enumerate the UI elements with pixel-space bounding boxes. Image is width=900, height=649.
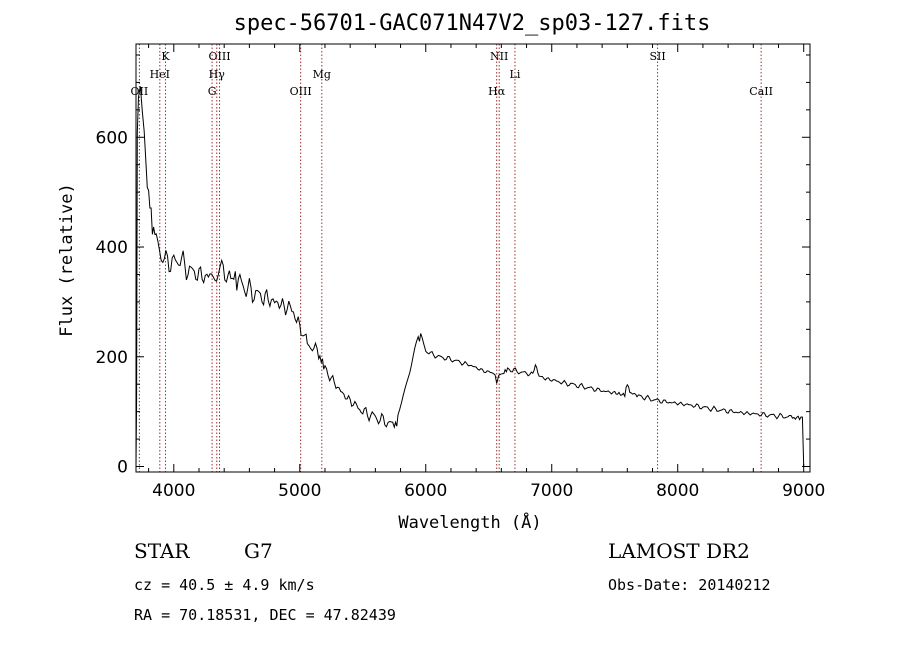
line-label-9: Hα	[488, 85, 506, 98]
y-tick-label-2: 400	[96, 238, 128, 258]
redshift-info: cz = 40.5 ± 4.9 km/s	[134, 576, 315, 594]
line-label-3: OIII	[208, 50, 230, 63]
y-axis-label: Flux (relative)	[57, 183, 77, 337]
observation-date: Obs-Date: 20140212	[608, 576, 771, 594]
y-axis: 0 200 400 600	[96, 54, 810, 478]
coordinates: RA = 70.18531, DEC = 47.82439	[134, 606, 396, 624]
y-tick-label-0: 0	[117, 458, 128, 478]
line-label-5: G	[208, 85, 217, 98]
x-tick-label-0: 4000	[152, 481, 195, 501]
y-tick-label-1: 200	[96, 348, 128, 368]
x-tick-label-3: 7000	[530, 481, 573, 501]
axes-frame	[135, 43, 811, 473]
line-label-11: SII	[649, 50, 665, 63]
object-class: STAR	[134, 539, 190, 563]
chart-title: spec-56701-GAC071N47V2_sp03-127.fits	[234, 11, 711, 36]
y-tick-label-3: 600	[96, 128, 128, 148]
x-tick-label-1: 5000	[278, 481, 321, 501]
x-tick-label-5: 9000	[782, 481, 825, 501]
object-subclass: G7	[244, 539, 273, 563]
line-label-1: K	[161, 50, 170, 63]
survey-name: LAMOST DR2	[608, 539, 750, 563]
x-axis: 4000 5000 6000 7000 8000 9000	[148, 44, 825, 501]
line-label-12: CaII	[749, 85, 773, 98]
line-label-8: NII	[490, 50, 508, 63]
line-label-10: Li	[510, 68, 521, 81]
spectrum-line	[135, 86, 805, 467]
x-axis-label: Wavelength (Å)	[398, 511, 541, 533]
line-label-2: HeI	[150, 68, 170, 81]
plot-area	[135, 86, 805, 467]
x-tick-label-2: 6000	[404, 481, 447, 501]
line-label-7: Mg	[313, 68, 331, 81]
x-tick-label-4: 8000	[656, 481, 699, 501]
line-label-4: Hγ	[209, 68, 226, 81]
line-label-6: OIII	[290, 85, 312, 98]
